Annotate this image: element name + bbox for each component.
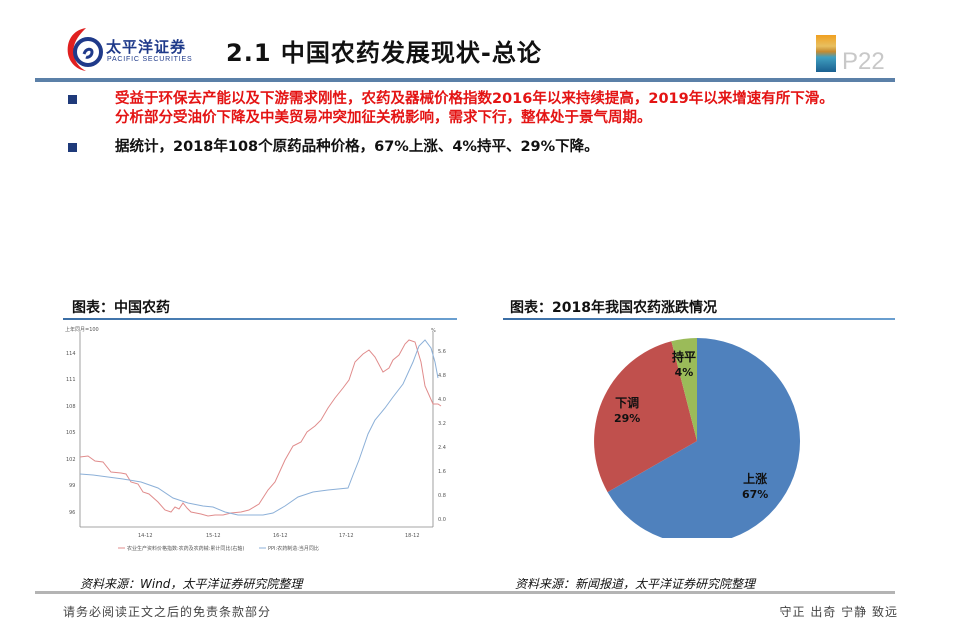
right-chart-title: 图表：2018年我国农药涨跌情况 (510, 300, 717, 316)
footer-disclaimer: 请务必阅读正文之后的免责条款部分 (63, 605, 272, 619)
series-agri-price-index (79, 339, 442, 517)
bullet-list: 受益于环保去产能以及下游需求刚性，农药及器械价格指数2016年以来持续提高，20… (65, 90, 925, 167)
svg-text:16-12: 16-12 (273, 533, 288, 539)
left-axis-unit: 上年同月=100 (65, 326, 99, 333)
right-axis-ticks: 5.6 4.8 4.0 3.2 2.4 1.6 0.8 0.0 (438, 349, 446, 523)
page-title: 2.1 中国农药发展现状-总论 (226, 39, 542, 67)
pie-chart-svg (594, 338, 801, 544)
svg-text:0.0: 0.0 (438, 517, 446, 523)
svg-text:114: 114 (66, 351, 76, 357)
line-chart-svg: 上年同月=100 % 114 111 108 105 102 99 96 5.6… (65, 326, 446, 552)
svg-text:108: 108 (66, 404, 76, 410)
svg-text:99: 99 (69, 483, 75, 489)
svg-text:18-12: 18-12 (405, 533, 420, 539)
sunset-thumbnail-icon (816, 35, 836, 72)
bullet-item: 受益于环保去产能以及下游需求刚性，农药及器械价格指数2016年以来持续提高，20… (65, 90, 925, 128)
svg-text:5.6: 5.6 (438, 349, 446, 355)
header-divider (35, 78, 895, 82)
svg-text:农业生产资料价格指数:农药及农药械:累计同比(右轴): 农业生产资料价格指数:农药及农药械:累计同比(右轴) (127, 545, 244, 552)
chart-legend: 农业生产资料价格指数:农药及农药械:累计同比(右轴) PPI:农药制造:当月同比 (118, 545, 319, 552)
svg-text:96: 96 (69, 510, 75, 516)
bullet-item: 据统计，2018年108个原药品种价格，67%上涨、4%持平、29%下降。 (65, 138, 925, 157)
pie-chart (590, 338, 804, 544)
left-chart-rule (63, 318, 457, 320)
footer-motto: 守正 出奇 宁静 致远 (779, 605, 898, 619)
svg-text:111: 111 (66, 377, 76, 383)
bullet-square-icon (68, 95, 77, 104)
svg-text:102: 102 (66, 457, 76, 463)
left-axis-ticks: 114 111 108 105 102 99 96 (66, 351, 76, 516)
svg-text:105: 105 (66, 430, 76, 436)
logo-text-cn: 太平洋证券 (106, 38, 187, 56)
left-chart-title: 图表：中国农药 (72, 300, 170, 316)
svg-text:15-12: 15-12 (206, 533, 221, 539)
svg-text:4.0: 4.0 (438, 397, 446, 403)
pie-label-flat: 持平 4% (672, 350, 697, 379)
bullet-line: 据统计，2018年108个原药品种价格，67%上涨、4%持平、29%下降。 (115, 139, 599, 155)
svg-text:17-12: 17-12 (339, 533, 354, 539)
svg-text:3.2: 3.2 (438, 421, 446, 427)
svg-text:4.8: 4.8 (438, 373, 446, 379)
svg-text:0.8: 0.8 (438, 493, 446, 499)
pie-slice-rise (607, 338, 801, 544)
line-chart: 上年同月=100 % 114 111 108 105 102 99 96 5.6… (63, 322, 458, 562)
logo-text-en: PACIFIC SECURITIES (107, 56, 193, 63)
svg-text:2.4: 2.4 (438, 445, 446, 451)
bullet-square-icon (68, 143, 77, 152)
company-logo: 太平洋证券 PACIFIC SECURITIES (64, 24, 204, 74)
pie-slice-flat (671, 338, 697, 441)
x-axis-ticks: 14-12 15-12 16-12 17-12 18-12 (138, 533, 420, 539)
pie-slice-down (594, 341, 697, 493)
pie-label-rise: 上涨 67% (742, 472, 769, 501)
series-ppi-pesticide (79, 339, 439, 516)
bullet-line: 受益于环保去产能以及下游需求刚性，农药及器械价格指数2016年以来持续提高，20… (115, 91, 834, 107)
svg-text:PPI:农药制造:当月同比: PPI:农药制造:当月同比 (268, 545, 319, 552)
right-chart-source: 资料来源：新闻报道，太平洋证券研究院整理 (515, 577, 756, 591)
right-axis-unit: % (431, 328, 436, 334)
pie-label-down: 下调 29% (614, 396, 641, 425)
left-chart-source: 资料来源：Wind，太平洋证券研究院整理 (80, 577, 303, 591)
svg-text:1.6: 1.6 (438, 469, 446, 475)
footer-divider (35, 591, 895, 594)
logo-emblem-icon (67, 28, 103, 71)
right-chart-rule (503, 318, 895, 320)
svg-text:14-12: 14-12 (138, 533, 153, 539)
bullet-line: 分析部分受油价下降及中美贸易冲突加征关税影响，需求下行，整体处于景气周期。 (115, 110, 652, 126)
page-number: P22 (842, 48, 885, 75)
